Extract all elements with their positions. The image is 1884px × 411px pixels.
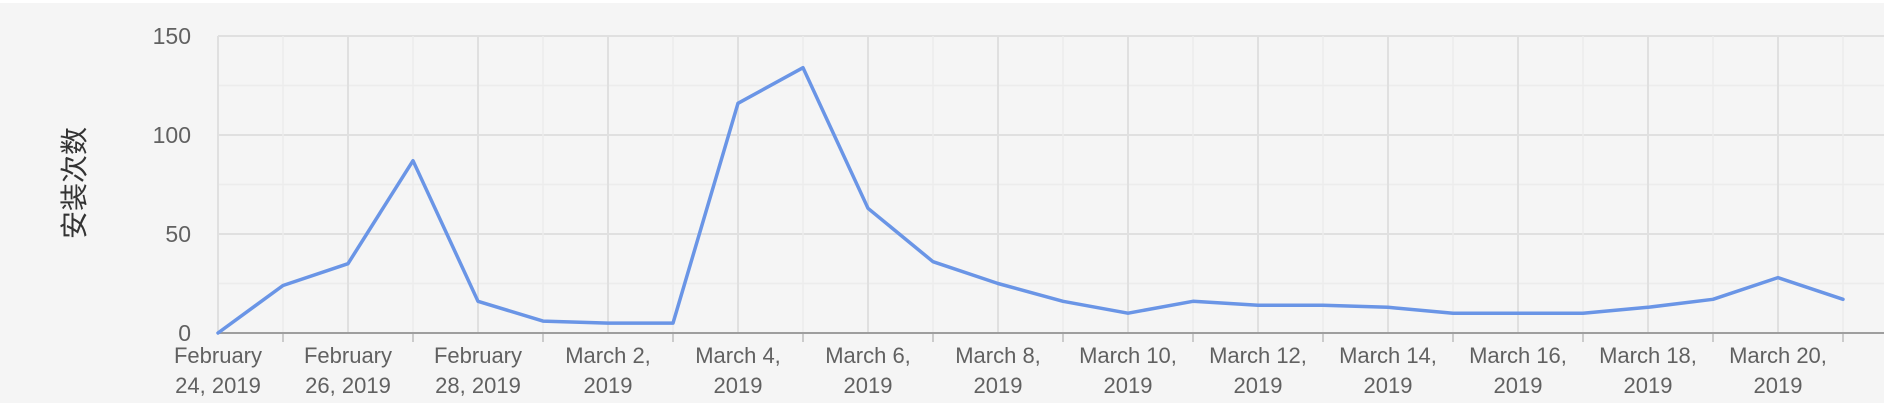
x-tick-label: March 16, 2019: [1469, 343, 1567, 398]
x-tick-label: March 18, 2019: [1599, 343, 1697, 398]
x-tick-label: March 14, 2019: [1339, 343, 1437, 398]
series-line: [216, 65, 1845, 335]
x-tick-label: March 12, 2019: [1209, 343, 1307, 398]
y-tick-label: 50: [165, 221, 191, 247]
grid: [217, 35, 1884, 333]
y-tick-label: 0: [178, 320, 191, 346]
x-tick-label: March 2, 2019: [565, 343, 651, 398]
y-axis-ticks: 0 50 100 150: [153, 23, 191, 346]
x-tick-label: February 28, 2019: [434, 343, 522, 398]
plot-background: [0, 3, 1884, 403]
x-tick-label: February 24, 2019: [174, 343, 262, 398]
x-tick-label: March 6, 2019: [825, 343, 911, 398]
x-axis-ticks: February 24, 2019 February 26, 2019 February…: [174, 333, 1844, 398]
x-tick-label: February 26, 2019: [304, 343, 392, 398]
x-tick-label: March 20, 2019: [1729, 343, 1827, 398]
y-tick-label: 150: [153, 23, 191, 49]
x-tick-label: March 10, 2019: [1079, 343, 1177, 398]
y-tick-label: 100: [153, 122, 191, 148]
x-tick-label: March 8, 2019: [955, 343, 1041, 398]
x-tick-label: March 4, 2019: [695, 343, 781, 398]
y-axis-title: 安装次数: [59, 127, 90, 239]
